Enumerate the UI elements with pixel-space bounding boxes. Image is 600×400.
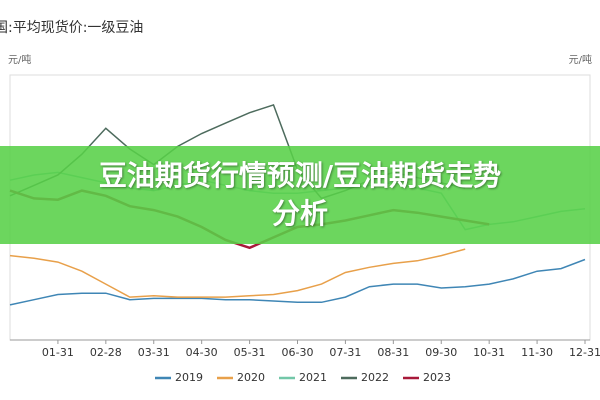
legend-label: 2021 bbox=[299, 371, 327, 384]
y-label: 元/吨 bbox=[8, 53, 31, 66]
x-tick-label: 06-30 bbox=[282, 346, 314, 359]
legend-label: 2023 bbox=[423, 371, 451, 384]
chart-title: 国:平均现货价:一级豆油 bbox=[0, 19, 143, 36]
series-line bbox=[9, 248, 466, 298]
x-tick-label: 07-31 bbox=[329, 346, 361, 359]
banner: 豆油期货行情预测/豆油期货走势分析 bbox=[0, 146, 600, 244]
x-tick-label: 11-30 bbox=[521, 346, 553, 359]
x-tick-label: 02-28 bbox=[90, 346, 122, 359]
x-tick-label: 08-31 bbox=[377, 346, 409, 359]
x-tick-label: 03-31 bbox=[138, 346, 170, 359]
y2-label: 元/吨 bbox=[569, 53, 592, 66]
legend-label: 2022 bbox=[361, 371, 389, 384]
legend-label: 2019 bbox=[175, 371, 203, 384]
legend-label: 2020 bbox=[237, 371, 265, 384]
x-tick-label: 09-30 bbox=[425, 346, 457, 359]
x-tick-label: 10-31 bbox=[473, 346, 505, 359]
banner-text: 豆油期货行情预测/豆油期货走势分析 bbox=[98, 159, 502, 230]
x-tick-label: 12-31 bbox=[569, 346, 600, 359]
x-tick-label: 01-31 bbox=[42, 346, 74, 359]
x-tick-label: 04-30 bbox=[186, 346, 218, 359]
x-tick-label: 05-31 bbox=[234, 346, 266, 359]
series-line bbox=[9, 258, 586, 306]
